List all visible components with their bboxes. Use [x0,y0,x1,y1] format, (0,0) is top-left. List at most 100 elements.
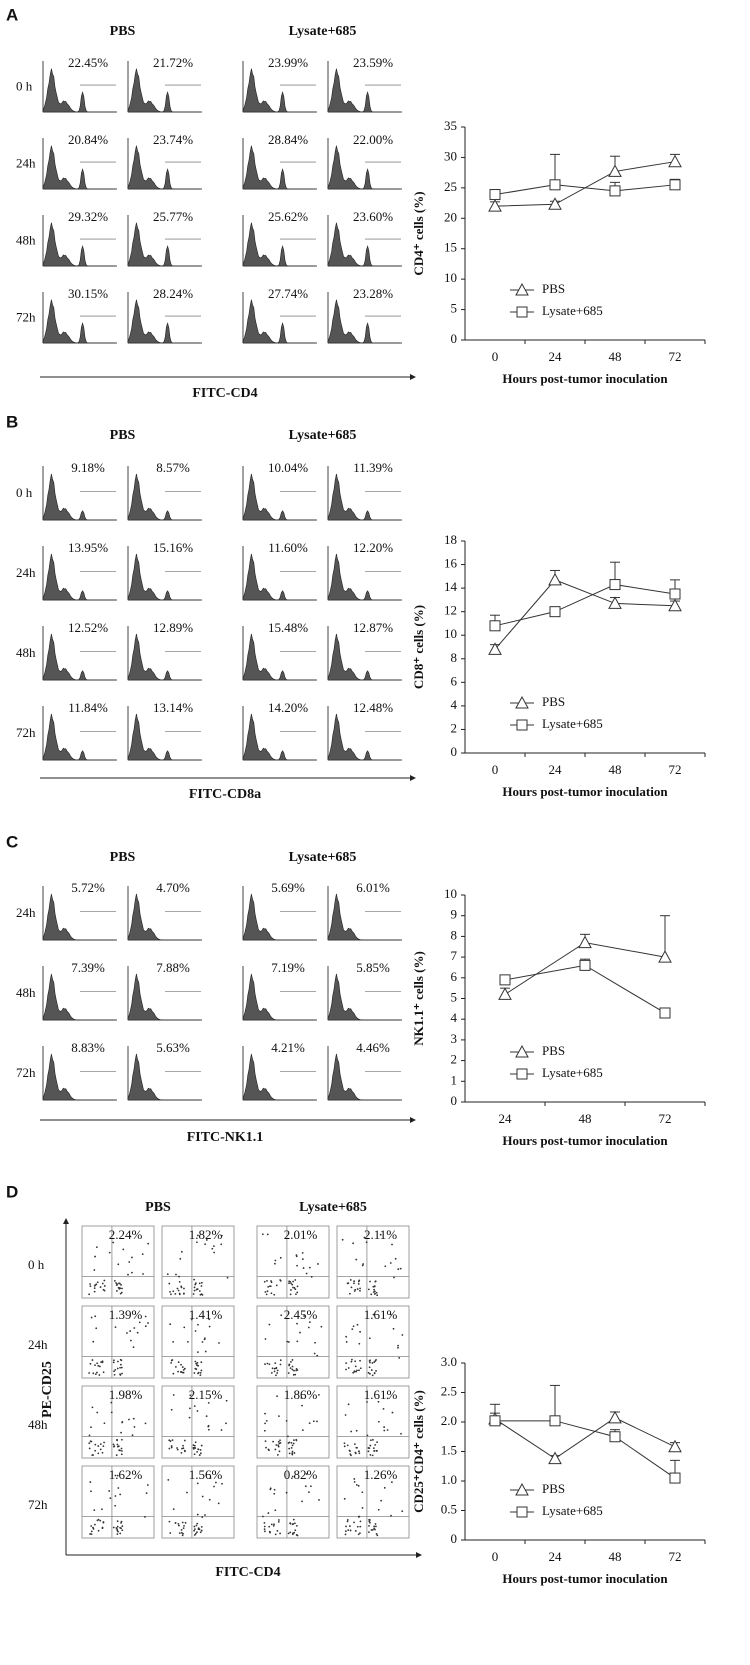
event-dot [343,1445,346,1448]
event-dot [393,1276,395,1279]
y-tick-label: 6 [451,673,458,688]
event-dot [171,1439,174,1442]
event-dot [266,1279,268,1282]
percentage: 0.82% [284,1467,318,1482]
percentage: 9.18% [71,460,105,475]
event-dot [168,1282,171,1285]
event-dot [195,1524,198,1527]
y-tick-label: 4 [451,1010,458,1025]
event-dot [264,1412,266,1415]
event-dot [352,1242,355,1245]
event-dot [103,1279,106,1282]
histogram [127,222,200,267]
event-dot [94,1315,97,1318]
event-dot [97,1452,100,1455]
x-tick-label: 72 [669,762,682,777]
event-dot [270,1372,273,1374]
event-dot [89,1481,92,1483]
event-dot [373,1293,376,1295]
event-dot [290,1446,293,1449]
percentage: 11.60% [268,540,308,555]
percentage: 14.20% [268,700,308,715]
event-dot [300,1397,303,1399]
event-dot [91,1406,94,1409]
event-dot [359,1525,362,1528]
y-tick-label: 8 [451,650,458,665]
event-dot [120,1520,123,1523]
event-dot [265,1446,267,1449]
y-tick-label: 2 [451,1052,458,1067]
event-dot [178,1275,180,1278]
event-dot [373,1372,376,1375]
percentage: 1.41% [189,1307,223,1322]
event-dot [175,1273,177,1276]
event-dot [349,1529,352,1532]
event-dot [117,1487,120,1489]
event-dot [343,1497,346,1500]
marker [668,1439,682,1453]
y-tick-label: 10 [444,886,457,901]
event-dot [372,1447,375,1450]
event-dot [119,1366,121,1369]
event-dot [384,1265,387,1268]
event-dot [114,1474,117,1477]
event-dot [90,1525,93,1527]
histogram [327,973,400,1021]
histogram [127,893,200,941]
x-tick-label: 72 [659,1111,672,1126]
arrow-head [410,1117,416,1123]
time-label: 48h [16,645,36,660]
line-chart: 0 5 10 15 20 25 30 35 0 24 48 72 CD4⁺ cells (%) Hours… [411,118,706,386]
event-dot [295,1439,298,1442]
arrow-head [410,775,416,781]
event-dot [204,1243,207,1246]
event-dot [265,1419,268,1422]
event-dot [389,1262,392,1264]
event-dot [220,1243,223,1246]
percentage: 2.15% [189,1387,223,1402]
series-line [494,161,676,207]
cell-frame [81,1225,155,1299]
event-dot [182,1532,184,1535]
event-dot [209,1477,212,1480]
series-line [494,1417,676,1460]
event-dot [194,1447,197,1449]
y-tick-label: 8 [451,927,458,942]
event-dot [188,1407,191,1410]
event-dot [358,1279,361,1282]
event-dot [176,1447,178,1449]
event-dot [391,1411,394,1414]
event-dot [94,1523,96,1526]
time-label: 48h [16,985,36,1000]
event-dot [184,1521,187,1524]
event-dot [367,1450,370,1453]
event-dot [292,1373,295,1376]
event-dot [92,1372,95,1375]
percentage: 29.32% [68,209,108,224]
percentage: 12.20% [353,540,393,555]
event-dot [370,1529,373,1531]
event-dot [169,1291,171,1293]
event-dot [114,1504,117,1507]
event-dot [266,1233,269,1236]
legend-label: PBS [542,1481,565,1496]
event-dot [369,1444,372,1447]
event-dot [121,1421,124,1423]
y-tick-label: 0 [451,331,458,346]
histogram [42,893,115,941]
event-dot [116,1439,119,1442]
group-header: PBS [110,24,136,39]
event-dot [361,1507,364,1509]
event-dot [295,1524,298,1527]
histogram [127,145,200,190]
legend-marker [516,306,528,318]
event-dot [359,1532,361,1535]
event-dot [176,1448,179,1451]
event-dot [348,1292,351,1295]
event-dot [119,1292,122,1295]
y-tick-label: 15 [444,240,457,255]
event-dot [200,1361,203,1364]
y-tick-label: 1.5 [441,1442,457,1457]
event-dot [277,1444,280,1447]
